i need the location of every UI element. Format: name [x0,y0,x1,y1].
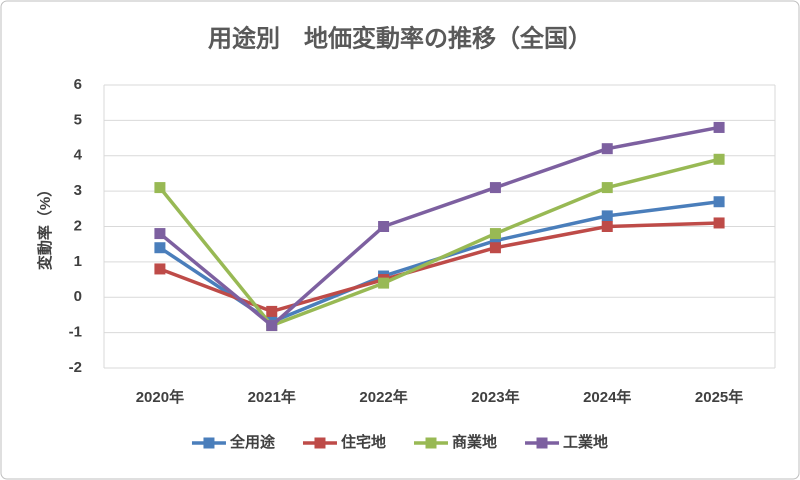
legend-item: 商業地 [414,433,497,451]
marker [713,217,725,229]
y-tick-label: 5 [74,111,82,128]
y-tick-label: 4 [74,147,83,164]
marker [713,153,725,165]
legend-label: 全用途 [229,433,276,451]
marker [601,182,613,194]
marker [154,263,166,275]
series-line [158,157,720,328]
marker [601,210,613,222]
legend-label: 商業地 [452,433,497,451]
legend-item: 全用途 [191,433,276,451]
marker [378,277,390,289]
marker [266,305,278,317]
legend-marker [425,437,437,449]
y-tick-label: -1 [69,324,82,341]
marker [266,320,278,332]
x-tick-label: 2024年 [583,388,631,406]
y-tick-label: 1 [74,253,82,270]
x-tick-label: 2020年 [136,388,184,406]
marker [489,235,501,247]
legend-marker [536,437,548,449]
marker [154,242,166,254]
x-tick-label: 2025年 [695,388,743,406]
marker [601,221,613,232]
marker [489,242,501,254]
legend-item: 工業地 [525,433,608,451]
legend-item: 住宅地 [302,433,386,451]
chart-title: 用途別 地価変動率の推移（全国） [208,24,592,52]
marker [154,228,166,240]
marker [713,121,725,133]
marker [154,182,166,194]
y-tick-label: 0 [74,288,82,305]
x-tick-label: 2023年 [471,388,519,406]
marker [378,221,390,232]
legend-label: 工業地 [563,433,608,451]
y-tick-label: -2 [69,359,82,376]
marker [489,228,501,240]
legend-label: 住宅地 [341,433,386,451]
marker [489,182,501,194]
y-tick-label: 3 [74,182,82,199]
y-tick-label: 6 [74,76,82,93]
y-tick-label: 2 [74,217,82,234]
marker [601,143,613,155]
y-axis-label: 変動率（%） [36,182,54,270]
marker [713,196,725,208]
x-tick-label: 2021年 [248,388,296,406]
legend-marker [314,437,326,449]
legend-marker [203,437,215,449]
x-tick-label: 2022年 [359,388,407,406]
series-line [158,125,720,328]
